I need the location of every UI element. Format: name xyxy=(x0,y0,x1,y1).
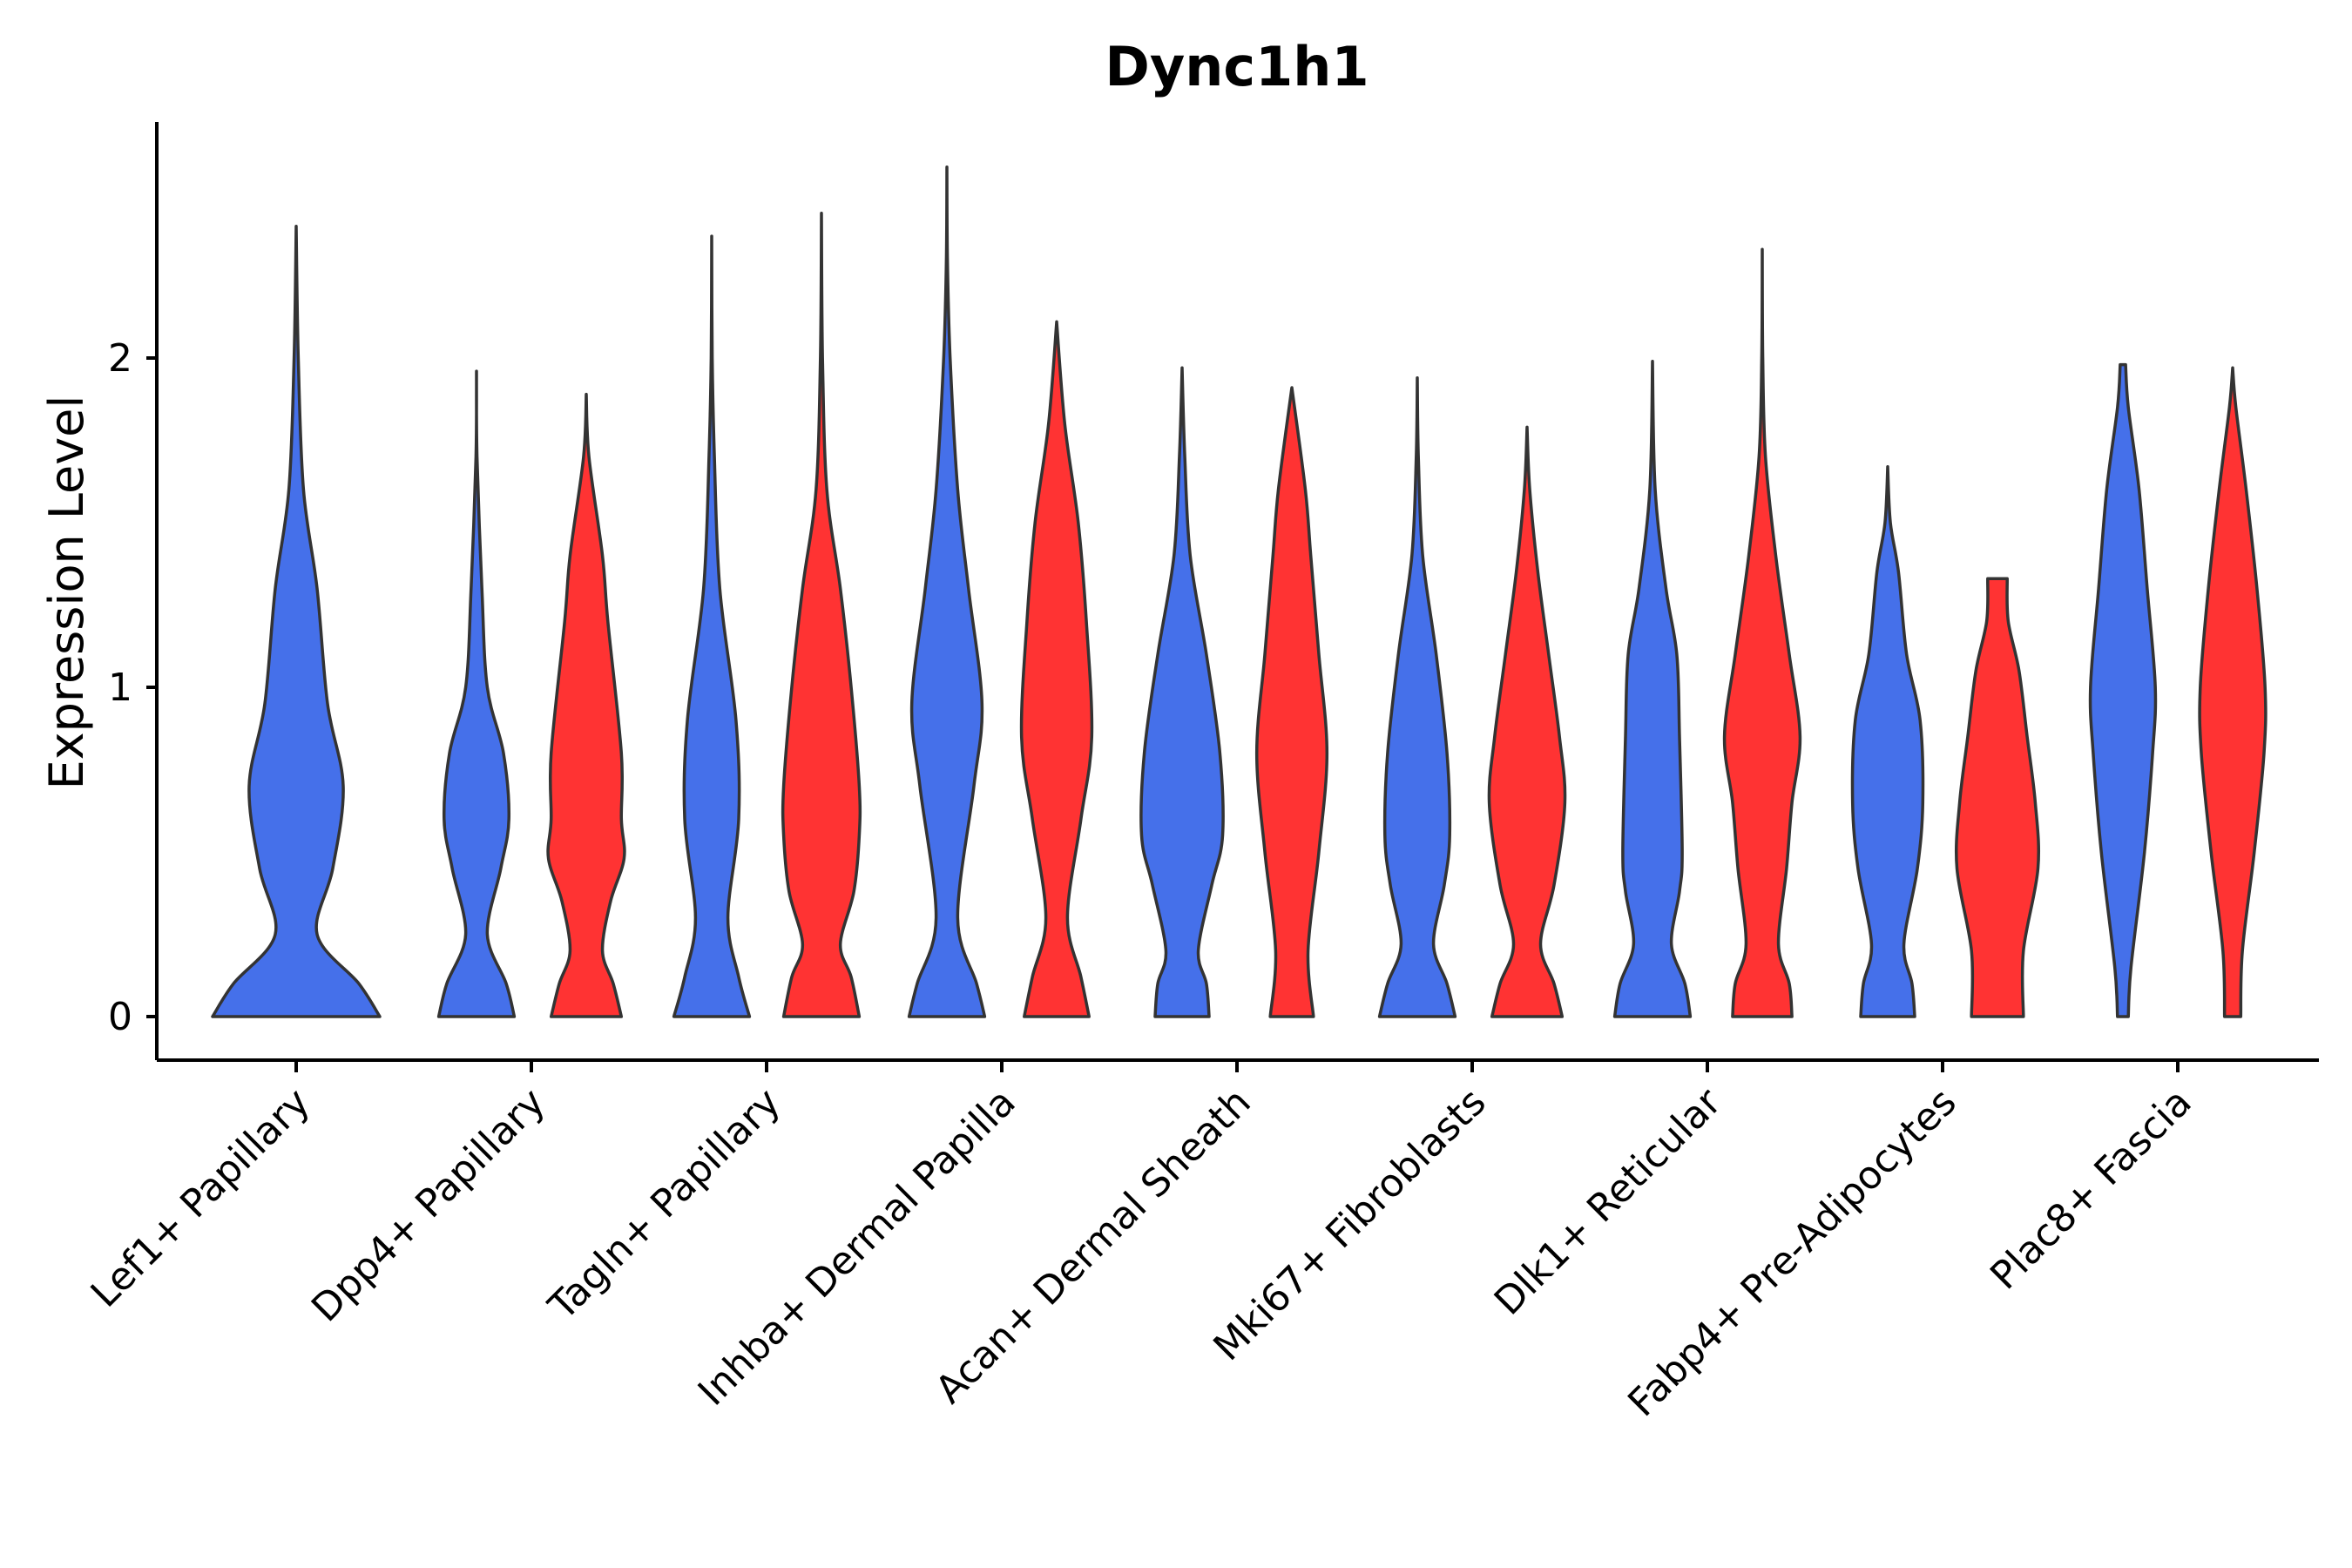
violin-acan-dermal-sheath-right xyxy=(1254,386,1329,1018)
y-tick-label-0: 0 xyxy=(108,995,132,1039)
violin-acan-dermal-sheath-left xyxy=(1139,366,1225,1018)
x-tick-label: Dlk1+ Reticular xyxy=(1486,1079,1731,1324)
x-tick-label: Lef1+ Papillary xyxy=(83,1080,319,1316)
violin-inhba-dermal-papilla-right xyxy=(1019,320,1094,1018)
violin-tagln-papillary-right xyxy=(781,211,862,1018)
violin-tagln-papillary-left xyxy=(672,234,752,1018)
x-tick-label: Dpp4+ Papillary xyxy=(303,1080,554,1331)
y-tick-label-2: 2 xyxy=(108,336,132,381)
violin-dpp4-papillary-right xyxy=(546,392,626,1018)
chart-title: Dync1h1 xyxy=(1105,35,1369,98)
violin-mki67-fibroblasts-left xyxy=(1377,375,1457,1018)
violin-dlk1-reticular-right xyxy=(1722,247,1802,1018)
x-tick-label: Tagln+ Papillary xyxy=(540,1080,789,1329)
violins-layer xyxy=(211,166,2268,1018)
violin-dlk1-reticular-left xyxy=(1612,360,1693,1018)
violin-dpp4-papillary-left xyxy=(436,369,517,1018)
x-tick-label: Plac8+ Fascia xyxy=(1982,1080,2200,1299)
y-ticks: 0 1 2 xyxy=(108,336,157,1039)
x-tick-label: Mki67+ Fibroblasts xyxy=(1205,1080,1494,1369)
violin-plac8-fascia-left xyxy=(2088,362,2158,1018)
y-tick-label-1: 1 xyxy=(108,666,132,710)
violin-mki67-fibroblasts-right xyxy=(1487,425,1567,1018)
violin-plac8-fascia-right xyxy=(2198,366,2268,1018)
violin-lef1-papillary-left xyxy=(211,225,382,1018)
violin-fabp4-pre-adipocytes-right xyxy=(1954,577,2041,1018)
violin-fabp4-pre-adipocytes-left xyxy=(1850,464,1925,1018)
y-axis-label: Expression Level xyxy=(39,395,94,790)
violin-inhba-dermal-papilla-left xyxy=(907,166,987,1018)
